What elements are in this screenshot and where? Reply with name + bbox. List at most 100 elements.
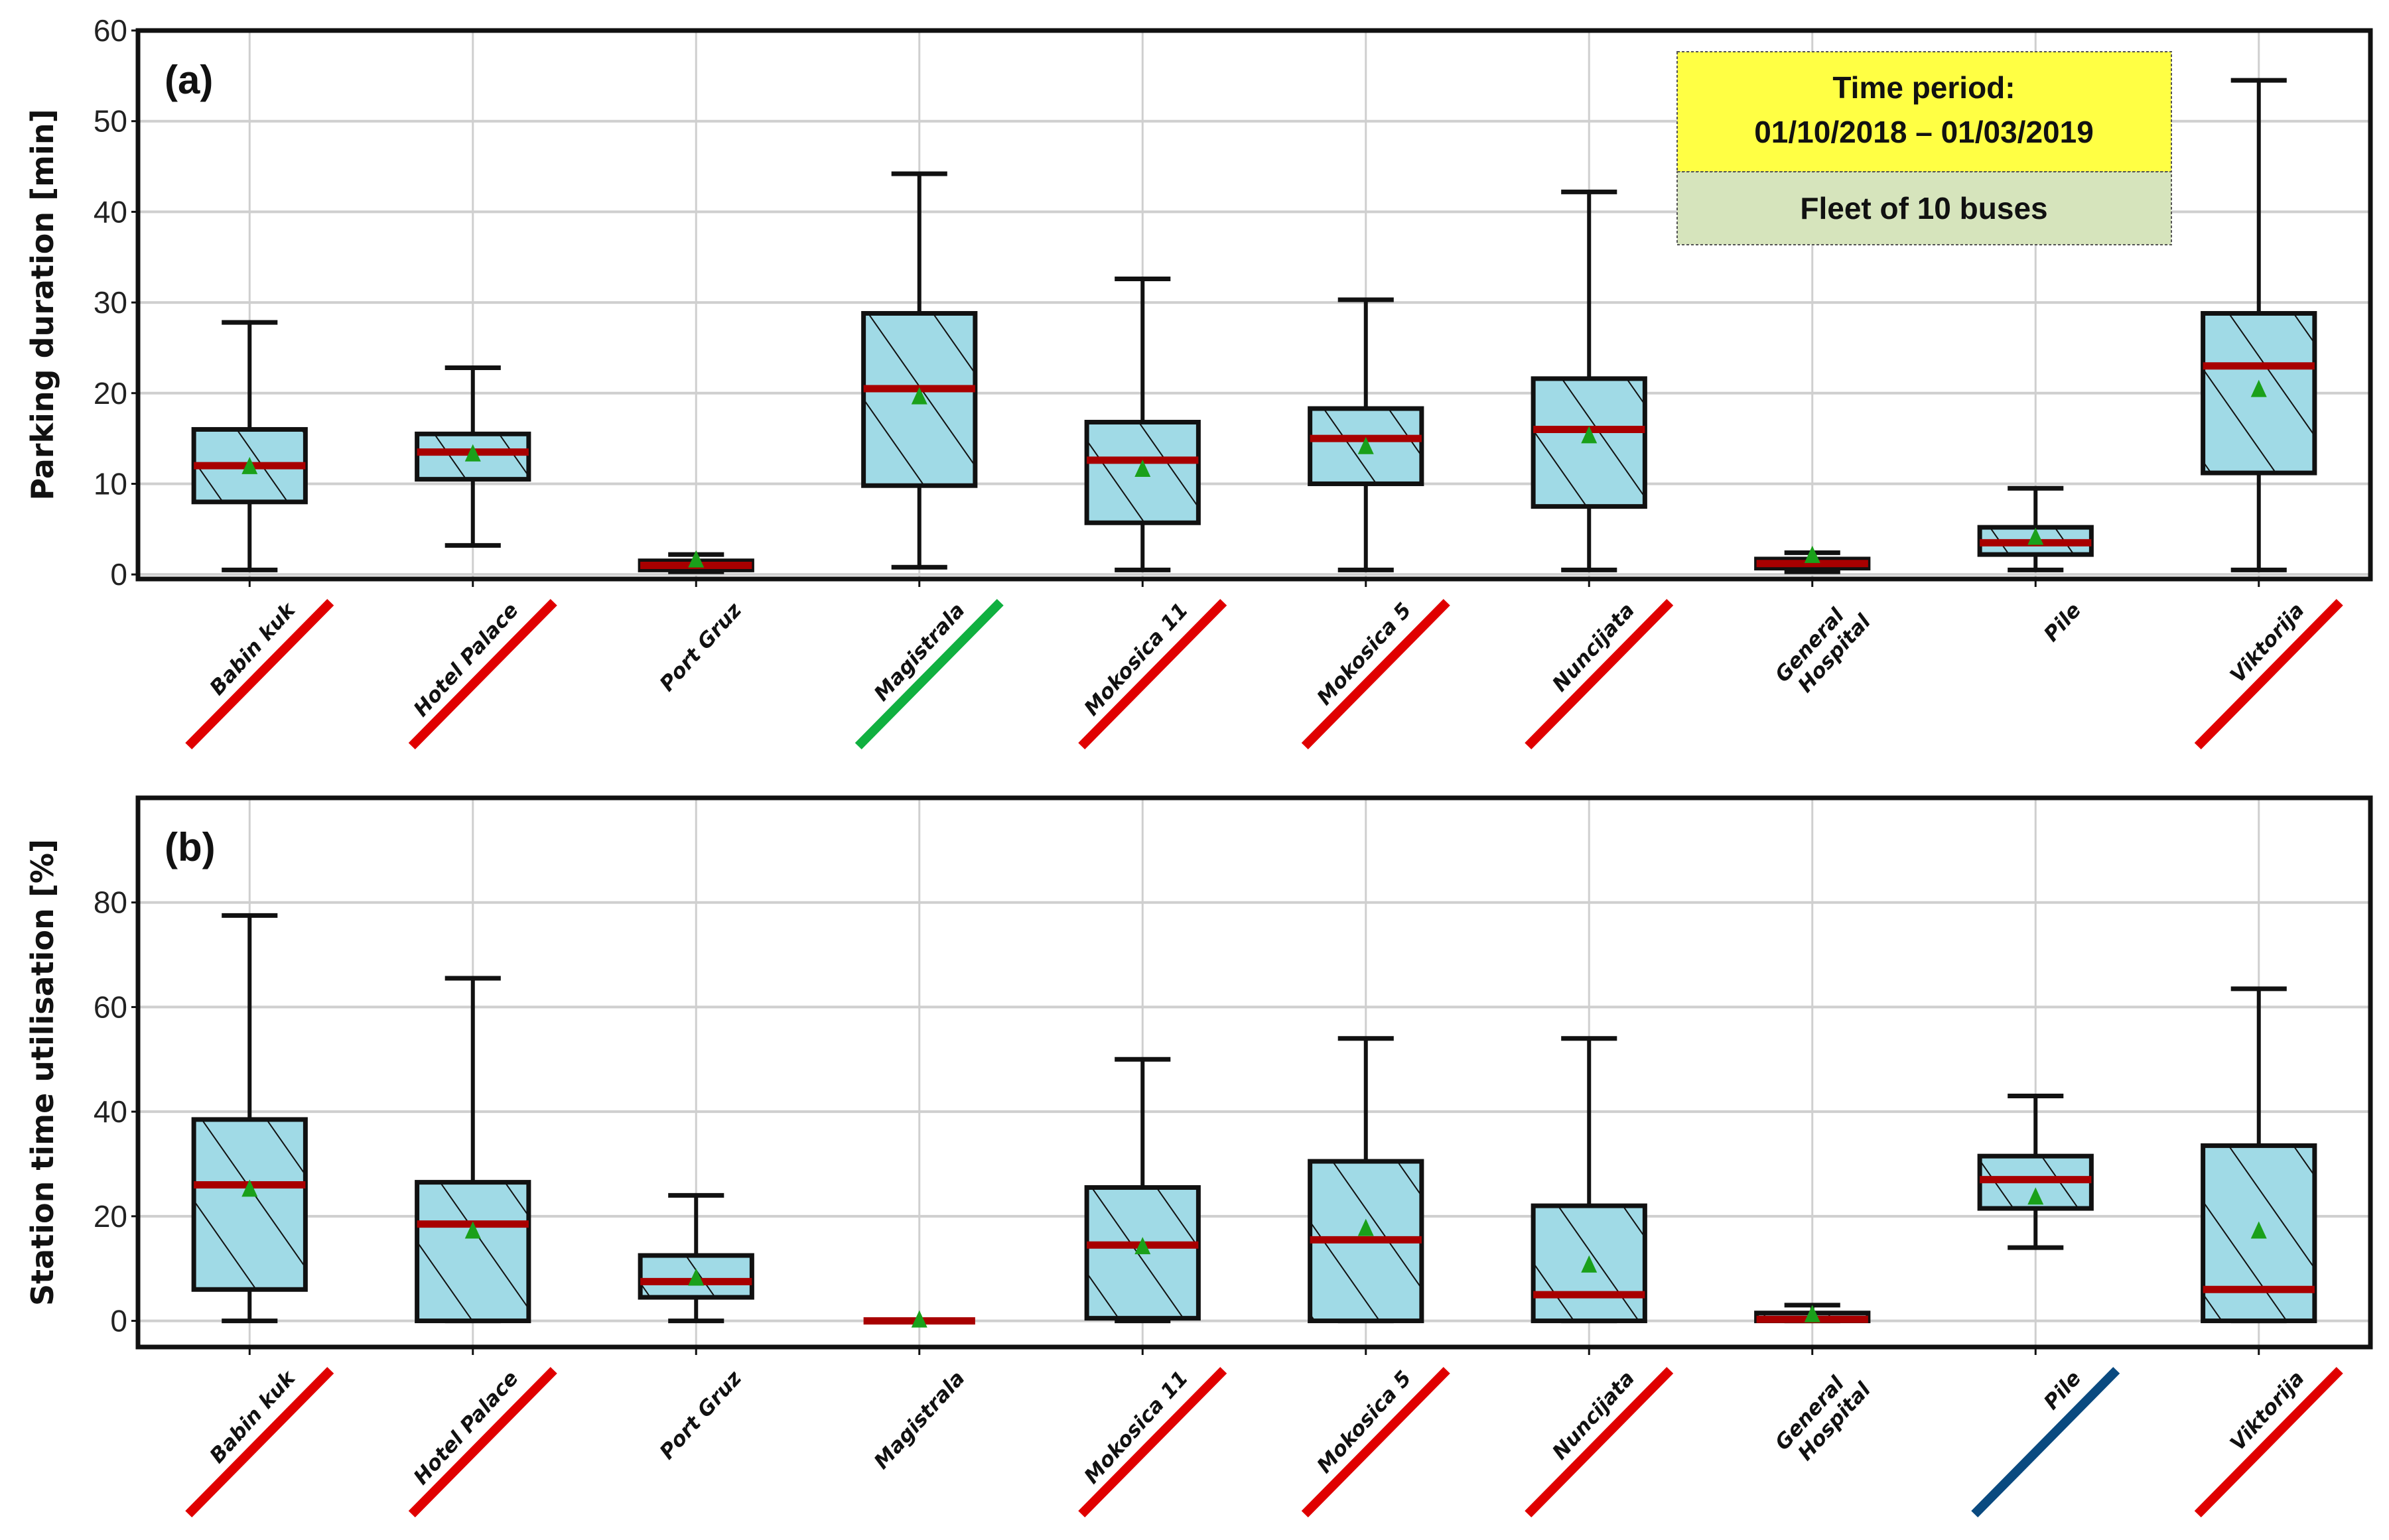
x-category-label: Port Gruz <box>655 1366 747 1464</box>
note-bottom-background <box>1676 171 2172 245</box>
category-underline-red <box>1525 1367 1674 1517</box>
category-underline-blue <box>1971 1367 2120 1517</box>
category-underline-red <box>408 1367 557 1517</box>
box-mokosica-11 <box>1084 277 1201 572</box>
box-mokosica-5 <box>1308 297 1424 572</box>
y-tick-label: 60 <box>94 13 127 48</box>
y-tick-label: 50 <box>94 104 127 139</box>
category-underline-red <box>2194 599 2343 749</box>
mean-marker <box>1581 426 1598 444</box>
category-underline-red <box>1078 1367 1227 1517</box>
x-category-label: Pile <box>2039 598 2086 646</box>
box-magistrala <box>863 1310 975 1328</box>
mean-marker <box>241 456 258 474</box>
box-pile <box>1977 485 2094 572</box>
axes-frame <box>135 795 2373 1350</box>
box-port-gruz <box>638 1192 754 1324</box>
mean-marker <box>688 1268 705 1286</box>
mean-marker <box>688 550 705 568</box>
box-babin-kuk <box>191 913 308 1324</box>
x-category-label: Mokosica 11 <box>1079 1366 1193 1488</box>
box-babin-kuk <box>191 320 308 572</box>
panel-label: (b) <box>165 825 216 869</box>
x-category-label: GeneralHospital <box>1771 1362 1876 1471</box>
mean-marker <box>1357 436 1374 454</box>
mean-marker <box>464 444 481 462</box>
box-magistrala <box>861 171 978 570</box>
y-tick-label: 30 <box>94 285 127 320</box>
category-underline-green <box>854 599 1004 749</box>
x-category-label: Hotel Palace <box>409 1366 523 1489</box>
box-viktorija <box>2201 78 2317 572</box>
mean-marker <box>2250 1221 2267 1239</box>
y-tick-label: 0 <box>110 557 127 592</box>
y-tick-label: 10 <box>94 466 127 501</box>
y-tick-label: 40 <box>94 1094 127 1129</box>
mean-marker <box>1134 1237 1151 1255</box>
y-tick-label: 40 <box>94 194 127 229</box>
box-iqr <box>415 1180 531 1324</box>
category-underline-red <box>1301 1367 1450 1517</box>
box-hotel-palace <box>415 365 531 548</box>
mean-marker <box>1357 1218 1374 1236</box>
y-tick-label: 0 <box>110 1304 127 1338</box>
category-underline-red <box>408 599 557 749</box>
box-mokosica-11 <box>1084 1057 1201 1324</box>
x-category-label: GeneralHospital <box>1771 594 1876 703</box>
category-underline-red <box>1078 599 1227 749</box>
y-tick-label: 60 <box>94 990 127 1024</box>
note-fleet-size: Fleet of 10 buses <box>1800 191 2047 225</box>
x-category-label-line: Hotel Palace <box>409 598 523 721</box>
x-category-label-line: Port Gruz <box>655 1366 747 1464</box>
x-category-label-line: Mokosica 11 <box>1079 598 1193 720</box>
category-underline-red <box>185 1367 334 1517</box>
category-underline-red <box>1301 599 1450 749</box>
note-top-background <box>1676 51 2172 172</box>
box-nuncijata <box>1531 189 1647 572</box>
axes-frame <box>135 28 2373 582</box>
mean-marker <box>2027 527 2044 545</box>
box-mokosica-5 <box>1308 1036 1424 1324</box>
x-category-label-line: Mokosica 11 <box>1079 1366 1193 1488</box>
x-category-label: Port Gruz <box>655 598 747 696</box>
x-category-label: Magistrala <box>870 1366 970 1474</box>
category-underline-red <box>185 599 334 749</box>
box-viktorija <box>2201 986 2317 1324</box>
y-axis-label: Station time utilisation [%] <box>25 839 60 1306</box>
box-iqr <box>2201 310 2317 476</box>
box-hotel-palace <box>415 976 531 1324</box>
x-category-label-line: Hotel Palace <box>409 1366 523 1489</box>
x-category-label-line: Pile <box>2039 598 2086 646</box>
y-tick-label: 80 <box>94 885 127 920</box>
y-axis-label: Parking duration [min] <box>25 109 60 500</box>
mean-marker <box>241 1179 258 1197</box>
box-port-gruz <box>638 550 754 574</box>
panel-a-parking-duration: Time period: 01/10/2018 – 01/03/2019 Fle… <box>25 13 2373 749</box>
mean-marker <box>2027 1187 2044 1205</box>
x-category-label-line: Port Gruz <box>655 598 747 696</box>
mean-marker <box>2250 379 2267 397</box>
box-nuncijata <box>1531 1036 1647 1324</box>
note-time-period-label: Time period: <box>1832 70 2015 105</box>
category-underline-red <box>1525 599 1674 749</box>
box-general-hospital <box>1754 1303 1871 1324</box>
mean-marker <box>1804 1305 1820 1322</box>
mean-marker <box>1581 1255 1598 1273</box>
mean-marker <box>911 387 927 405</box>
y-tick-label: 20 <box>94 1199 127 1234</box>
panel-b-station-utilisation: 0 20 40 60 80 Station time utilisation [%] (b)… <box>25 795 2373 1517</box>
box-general-hospital <box>1754 545 1871 574</box>
note-time-period-range: 01/10/2018 – 01/03/2019 <box>1754 115 2094 149</box>
box-iqr <box>191 1117 308 1292</box>
mean-marker <box>1134 459 1151 477</box>
y-tick-label: 20 <box>94 376 127 411</box>
mean-marker <box>1804 545 1820 563</box>
x-category-label: Mokosica 11 <box>1079 598 1193 720</box>
x-category-label-line: Magistrala <box>870 1366 970 1474</box>
mean-marker <box>911 1310 927 1328</box>
mean-marker <box>464 1221 481 1239</box>
box-iqr <box>638 1253 754 1300</box>
panel-label: (a) <box>165 58 213 102</box>
x-category-label: Hotel Palace <box>409 598 523 721</box>
